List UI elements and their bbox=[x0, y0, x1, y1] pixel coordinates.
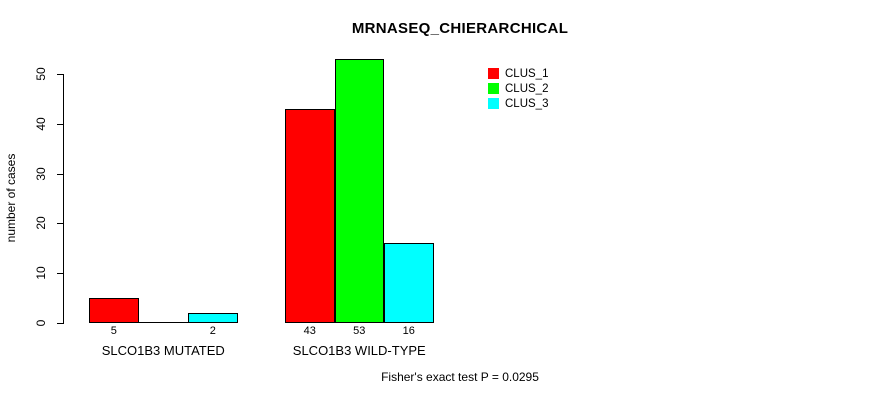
legend: CLUS_1 CLUS_2 CLUS_3 bbox=[488, 66, 548, 111]
legend-row-CLUS_2: CLUS_2 bbox=[488, 81, 548, 96]
bar-CLUS_3-slco1b3-wild-type bbox=[384, 243, 434, 323]
legend-swatch-icon bbox=[488, 83, 499, 94]
bar-CLUS_1-slco1b3-mutated bbox=[89, 298, 139, 323]
y-tick-label: 0 bbox=[34, 319, 48, 327]
bar-value-label: 53 bbox=[353, 325, 366, 337]
bar-CLUS_2-zero bbox=[138, 322, 189, 323]
chart-title: MRNASEQ_CHIERARCHICAL bbox=[351, 20, 569, 37]
legend-row-CLUS_1: CLUS_1 bbox=[488, 66, 548, 81]
y-tick bbox=[57, 123, 63, 125]
y-tick bbox=[57, 273, 63, 275]
x-group-label: SLCO1B3 WILD-TYPE bbox=[292, 343, 426, 358]
legend-swatch-icon bbox=[488, 68, 499, 79]
y-tick-label: 30 bbox=[34, 166, 48, 181]
legend-label: CLUS_2 bbox=[505, 82, 549, 95]
y-tick-label: 50 bbox=[34, 67, 48, 81]
y-tick bbox=[57, 173, 63, 175]
y-tick bbox=[57, 323, 63, 324]
y-tick bbox=[57, 74, 63, 75]
bar-CLUS_3-slco1b3-mutated bbox=[188, 313, 238, 323]
y-axis-line bbox=[63, 74, 64, 324]
legend-row-CLUS_3: CLUS_3 bbox=[488, 96, 548, 111]
bar-value-label: 5 bbox=[110, 325, 117, 337]
bar-CLUS_1-slco1b3-wild-type bbox=[285, 109, 335, 323]
y-tick-label: 40 bbox=[34, 117, 48, 131]
y-tick-label: 10 bbox=[34, 266, 48, 280]
bar-value-label: 2 bbox=[209, 325, 216, 337]
x-group-label: SLCO1B3 MUTATED bbox=[101, 343, 225, 358]
legend-swatch-icon bbox=[488, 98, 499, 109]
bar-value-label: 43 bbox=[303, 325, 316, 337]
bar-CLUS_2-slco1b3-wild-type bbox=[334, 59, 384, 323]
y-tick bbox=[57, 223, 63, 225]
bar-value-label: 16 bbox=[402, 325, 415, 337]
legend-label: CLUS_1 bbox=[505, 67, 549, 80]
annotation-text: Fisher's exact test P = 0.0295 bbox=[381, 370, 539, 384]
y-tick-label: 20 bbox=[34, 216, 48, 231]
legend-label: CLUS_3 bbox=[505, 97, 549, 110]
